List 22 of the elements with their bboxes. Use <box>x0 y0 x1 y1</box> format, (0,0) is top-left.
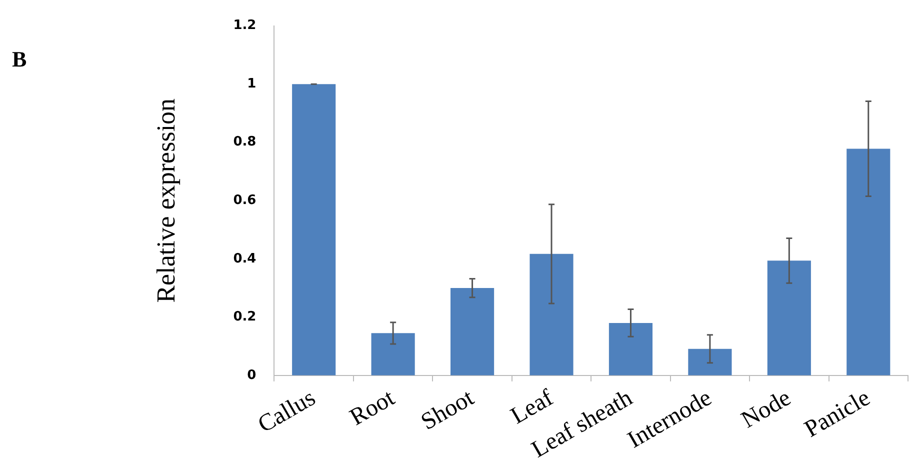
bar <box>371 333 415 376</box>
y-tick-label: 0 <box>247 368 256 383</box>
x-tick-label: Node <box>737 385 796 434</box>
bar <box>292 84 336 376</box>
y-axis-title: Relative expression <box>151 98 180 303</box>
x-tick-label: Root <box>346 384 400 431</box>
x-tick-label: Shoot <box>416 384 479 436</box>
x-tick-label: Callus <box>254 385 320 438</box>
bar <box>688 348 732 376</box>
y-tick-label: 0.4 <box>233 251 256 266</box>
bar <box>767 260 811 376</box>
bar <box>608 322 653 376</box>
text: B <box>12 46 27 72</box>
y-tick-label: 1.2 <box>233 18 256 34</box>
y-tick-label: 0.6 <box>233 192 256 208</box>
bar <box>530 254 574 376</box>
y-tick-label: 1 <box>247 76 256 92</box>
y-tick-label: 0.2 <box>233 310 256 325</box>
y-tick-label: 0.8 <box>233 134 256 150</box>
bar <box>846 148 890 376</box>
x-tick-label: Leaf <box>506 385 558 430</box>
bar <box>450 288 494 376</box>
